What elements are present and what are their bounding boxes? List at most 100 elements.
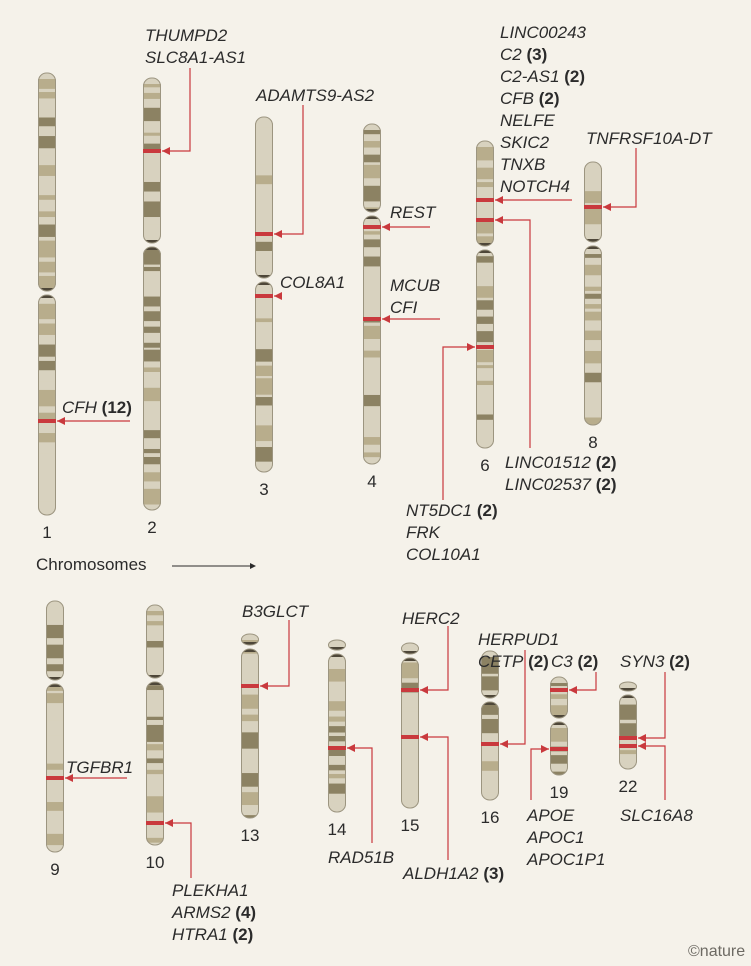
gene-annotation: CFH (12): [38, 398, 132, 425]
band: [584, 254, 602, 258]
band: [328, 684, 346, 699]
band: [46, 607, 64, 621]
band: [328, 783, 346, 794]
band: [328, 668, 346, 682]
band: [38, 224, 56, 237]
leader-line: [162, 68, 191, 152]
band: [255, 175, 273, 185]
centromere: [143, 240, 161, 250]
band: [363, 164, 381, 179]
band: [38, 446, 56, 454]
band: [476, 316, 494, 324]
band: [476, 391, 494, 404]
band: [328, 736, 346, 742]
arrow-icon: [260, 682, 268, 690]
band: [46, 644, 64, 659]
band: [255, 214, 273, 232]
gene-label: COL8A1: [280, 273, 345, 292]
band: [146, 641, 164, 648]
band: [143, 107, 161, 122]
arrow-icon: [569, 686, 577, 694]
band: [550, 727, 568, 742]
gene-annotation: COL8A1: [255, 273, 345, 300]
band: [584, 311, 602, 321]
gene-annotation: B3GLCT: [241, 602, 310, 690]
band: [38, 456, 56, 464]
band: [619, 723, 637, 740]
band: [584, 207, 602, 225]
centromere: [481, 695, 499, 705]
band: [619, 704, 637, 720]
centromere: [550, 715, 568, 725]
band: [143, 387, 161, 402]
axis-label: Chromosomes: [36, 555, 147, 574]
band: [241, 732, 259, 749]
band: [481, 657, 499, 674]
gene-label: C2 (3): [500, 45, 547, 64]
chromosome-number: 16: [481, 808, 500, 827]
band: [146, 611, 164, 616]
nature-logo: ©nature: [688, 943, 745, 960]
leader-line: [603, 148, 637, 208]
band: [255, 155, 273, 165]
band: [38, 92, 56, 99]
gene-annotation: MCUB CFI: [363, 276, 440, 323]
arrow-head-icon: [250, 563, 256, 569]
band: [255, 349, 273, 362]
band: [584, 227, 602, 241]
band: [46, 763, 64, 770]
band: [255, 425, 273, 442]
band: [241, 773, 259, 787]
band: [143, 311, 161, 322]
band: [401, 711, 419, 726]
chromosome-number: 2: [147, 518, 156, 537]
locus-marker: [476, 198, 494, 202]
band: [255, 193, 273, 208]
arrow-icon: [541, 745, 549, 753]
gene-label: SYN3 (2): [620, 652, 690, 671]
chromosome-number: 6: [480, 456, 489, 475]
arrow-icon: [638, 734, 646, 742]
chromosome-number: 13: [241, 826, 260, 845]
band: [143, 181, 161, 192]
band: [550, 694, 568, 699]
gene-label: THUMPD2: [145, 26, 228, 45]
band: [481, 787, 499, 793]
band: [146, 837, 164, 843]
arrow-icon: [162, 147, 170, 155]
band: [584, 191, 602, 203]
band: [46, 624, 64, 639]
chromosome-number: 14: [328, 820, 347, 839]
chromosome-number: 10: [146, 853, 165, 872]
band: [363, 274, 381, 291]
band: [476, 349, 494, 363]
band: [38, 389, 56, 407]
band: [550, 755, 568, 764]
band: [143, 342, 161, 348]
band: [481, 779, 499, 784]
gene-label: C3 (2): [551, 652, 598, 671]
gene-annotation: SLC16A8: [619, 742, 693, 825]
band: [584, 417, 602, 425]
chromosome-14: 14: [328, 639, 347, 839]
leader-line: [165, 822, 192, 878]
gene-annotation: TGFBR1: [46, 758, 133, 782]
gene-label: ADAMTS9-AS2: [255, 86, 375, 105]
band: [476, 167, 494, 180]
band: [328, 764, 346, 771]
band: [146, 823, 164, 836]
locus-marker: [38, 419, 56, 423]
arrow-icon: [274, 230, 282, 238]
locus-marker: [550, 747, 568, 751]
band: [401, 774, 419, 784]
band: [146, 776, 164, 788]
leader-line: [500, 650, 526, 745]
locus-marker: [584, 205, 602, 209]
centromere: [46, 677, 64, 687]
band: [143, 219, 161, 225]
band: [143, 412, 161, 426]
band: [143, 296, 161, 307]
band: [584, 293, 602, 299]
band: [143, 367, 161, 372]
band: [143, 326, 161, 333]
